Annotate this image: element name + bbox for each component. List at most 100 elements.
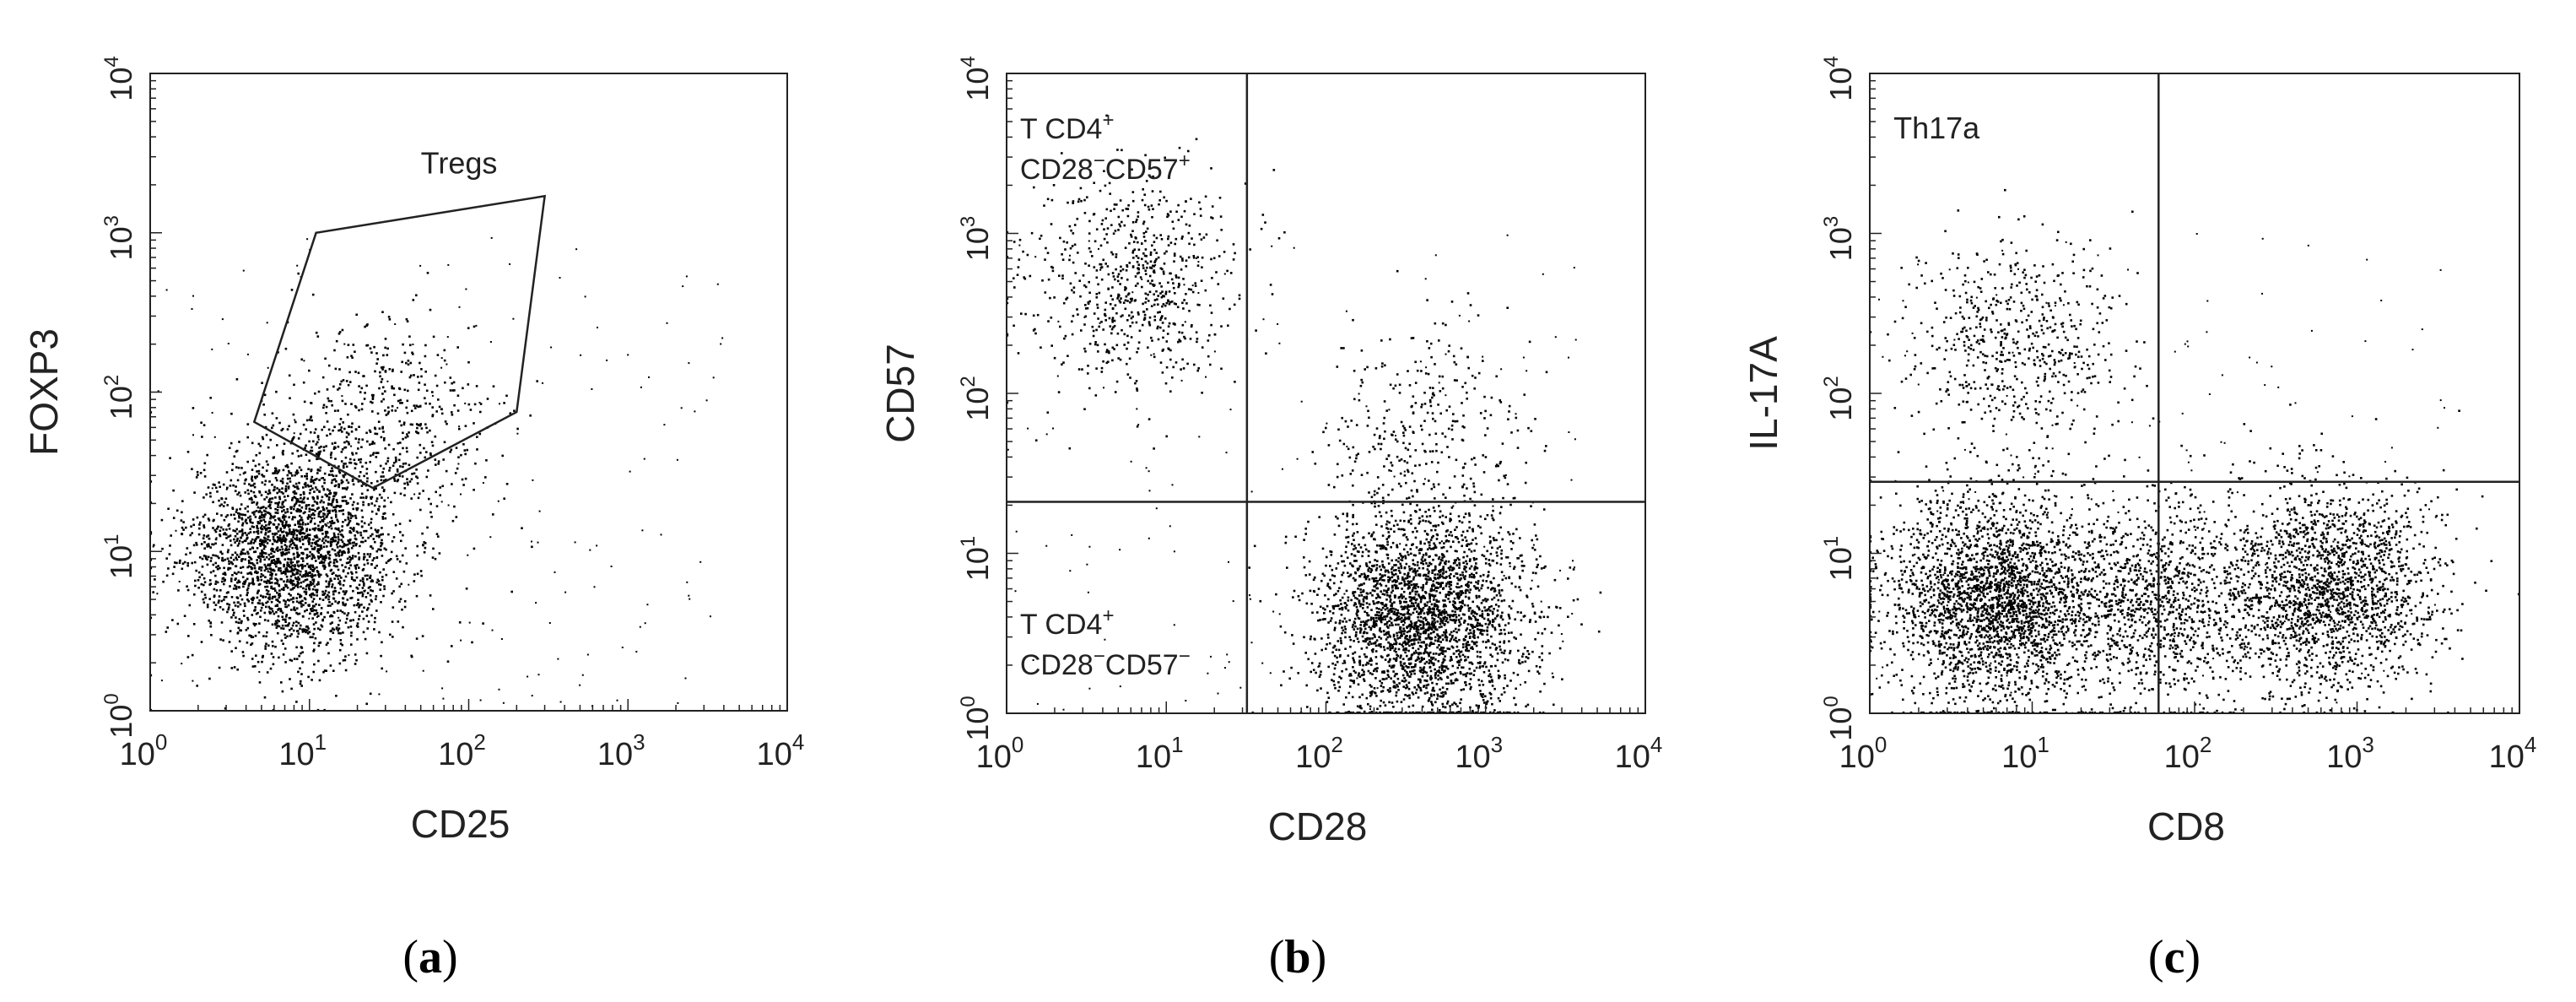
data-point [324,493,327,496]
data-point [1369,641,1371,643]
data-point [1034,332,1037,335]
data-point [392,464,395,467]
data-point [337,505,339,507]
data-point [250,490,252,493]
data-point [1126,341,1130,344]
data-point [1387,536,1391,539]
data-point [315,486,317,489]
data-point [371,401,374,404]
data-point [1162,270,1165,274]
data-point [1499,641,1502,643]
data-point [236,631,240,634]
data-point [457,456,460,458]
data-point [1173,252,1176,255]
data-point [305,428,307,431]
data-point [1118,223,1121,226]
data-point [306,632,310,635]
data-point [255,612,258,615]
data-point [319,501,322,504]
data-point [294,502,298,505]
data-point [1087,372,1089,375]
data-point [354,566,357,569]
data-point [376,452,380,454]
data-point [1454,610,1456,614]
data-point [234,530,237,533]
data-point [1438,626,1441,629]
data-point [320,545,322,549]
data-point [406,433,408,436]
data-point [1107,360,1110,363]
data-point [297,582,300,585]
data-point [382,467,386,470]
data-point [304,572,307,576]
data-point [282,524,284,527]
data-point [1464,536,1466,539]
data-point [1388,534,1391,538]
data-point [235,485,237,488]
data-point [457,463,460,465]
data-point [331,467,333,469]
data-point [1072,261,1075,264]
data-point [473,547,476,550]
data-point [247,532,251,535]
data-point [328,554,332,556]
data-point [347,517,350,521]
data-point [311,293,315,296]
data-point [1234,252,1236,255]
data-point [503,497,505,500]
data-point [350,596,354,599]
data-point [252,582,256,585]
data-point [363,584,365,587]
cluster-1 [1006,114,1286,450]
data-point [333,491,336,495]
data-point [1136,387,1138,390]
data-point [276,536,279,539]
data-point [1106,227,1110,230]
data-point [279,529,282,532]
data-point [341,550,343,554]
data-point [1467,584,1470,587]
data-point [279,527,283,530]
data-point [1219,215,1223,218]
data-point [311,564,314,567]
data-point [370,496,372,499]
data-point [308,538,311,541]
data-point [350,643,353,646]
data-point [357,602,359,605]
data-point [394,409,397,412]
data-point [360,509,364,512]
data-point [235,616,237,619]
data-point [1147,205,1150,209]
data-point [1188,310,1191,312]
data-point [278,567,280,570]
data-point [249,517,252,521]
data-point [263,540,266,544]
data-point [306,497,310,500]
data-point [292,553,295,555]
data-point [326,575,329,577]
data-point [1092,334,1095,338]
data-point [289,397,291,399]
data-point [1346,604,1348,607]
data-point [334,574,338,577]
data-point [293,496,295,498]
data-point [1426,548,1429,551]
data-point [289,506,292,509]
data-point [333,409,337,412]
data-point [1108,317,1111,320]
data-point [1040,235,1043,237]
data-point [230,577,233,580]
data-point [278,596,280,598]
data-point [1061,363,1063,366]
data-point [1303,566,1306,569]
data-point [200,543,203,545]
data-point [1128,314,1131,317]
data-point [313,613,316,616]
data-point [403,494,406,496]
data-point [218,599,220,602]
data-point [1185,259,1188,262]
data-point [456,409,460,412]
data-point [346,614,348,617]
data-point [340,554,343,556]
data-point [365,462,368,464]
